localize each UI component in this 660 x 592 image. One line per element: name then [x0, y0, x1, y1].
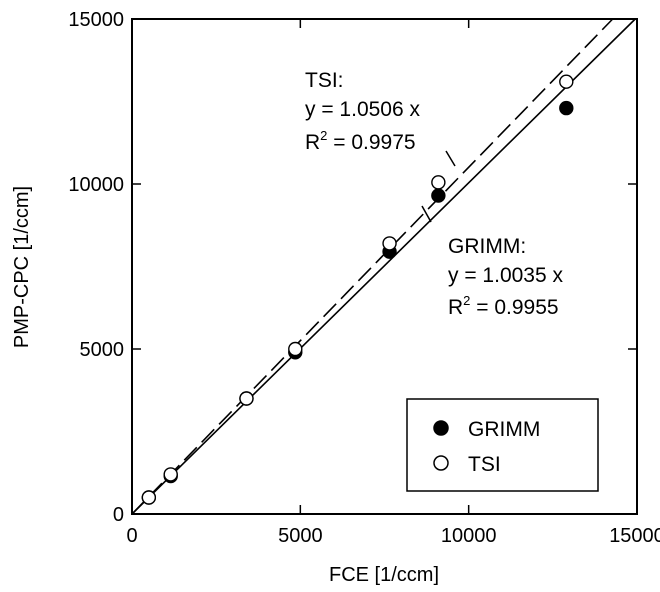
x-tick-label: 15000 — [609, 525, 660, 547]
fit-line-tsi — [131, 18, 614, 515]
y-tick-label: 5000 — [80, 339, 125, 361]
point-tsi — [163, 467, 178, 482]
legend-label-tsi: TSI — [468, 453, 501, 476]
plot-frame — [131, 18, 638, 515]
legend-box — [406, 398, 599, 492]
grimm-r2-exponent: 2 — [463, 293, 470, 308]
x-axis-title: FCE [1/ccm] — [329, 564, 439, 586]
point-tsi — [559, 74, 574, 89]
axis-ticks — [131, 18, 638, 515]
point-tsi — [239, 391, 254, 406]
tsi-r2-exponent: 2 — [320, 128, 327, 143]
tsi-annotation-name: TSI: — [305, 69, 344, 92]
point-tsi — [141, 490, 157, 505]
y-axis-title: PMP-CPC [1/ccm] — [11, 186, 33, 348]
tsi-r2-symbol: R — [305, 131, 320, 154]
grimm-r2-symbol: R — [448, 296, 463, 319]
grimm-annotation-leader — [421, 205, 432, 223]
y-tick-label: 0 — [113, 504, 124, 526]
tsi-annotation-r2: R2 = 0.9975 — [305, 128, 416, 154]
data-points — [141, 74, 574, 505]
legend-marker-tsi — [433, 455, 449, 471]
point-tsi — [288, 341, 303, 357]
legend: GRIMM TSI — [406, 398, 599, 492]
x-tick-label: 5000 — [278, 525, 323, 547]
grimm-annotation-name: GRIMM: — [448, 235, 526, 258]
legend-marker-grimm — [433, 420, 449, 436]
grimm-r2-value: = 0.9955 — [470, 296, 558, 319]
tick-labels: 0 5000 10000 15000 0 5000 10000 15000 — [68, 9, 660, 547]
point-tsi — [382, 236, 397, 251]
grimm-fit-annotation: GRIMM: y = 1.0035 x R2 = 0.9955 — [421, 205, 563, 319]
y-tick-label: 10000 — [68, 174, 124, 196]
x-tick-label: 0 — [126, 525, 137, 547]
grimm-annotation-equation: y = 1.0035 x — [448, 264, 563, 287]
legend-label-grimm: GRIMM — [468, 418, 540, 441]
tsi-fit-annotation: TSI: y = 1.0506 x R2 = 0.9975 — [305, 69, 456, 167]
point-tsi — [431, 175, 446, 190]
grimm-annotation-r2: R2 = 0.9955 — [448, 293, 559, 319]
tsi-r2-value: = 0.9975 — [327, 131, 415, 154]
fit-lines — [131, 18, 636, 515]
tsi-annotation-leader — [445, 150, 456, 167]
tsi-annotation-equation: y = 1.0506 x — [305, 98, 420, 121]
x-tick-label: 10000 — [441, 525, 497, 547]
fit-line-grimm — [131, 18, 636, 515]
y-tick-label: 15000 — [68, 9, 124, 31]
point-grimm — [431, 188, 446, 203]
point-grimm — [559, 100, 574, 116]
